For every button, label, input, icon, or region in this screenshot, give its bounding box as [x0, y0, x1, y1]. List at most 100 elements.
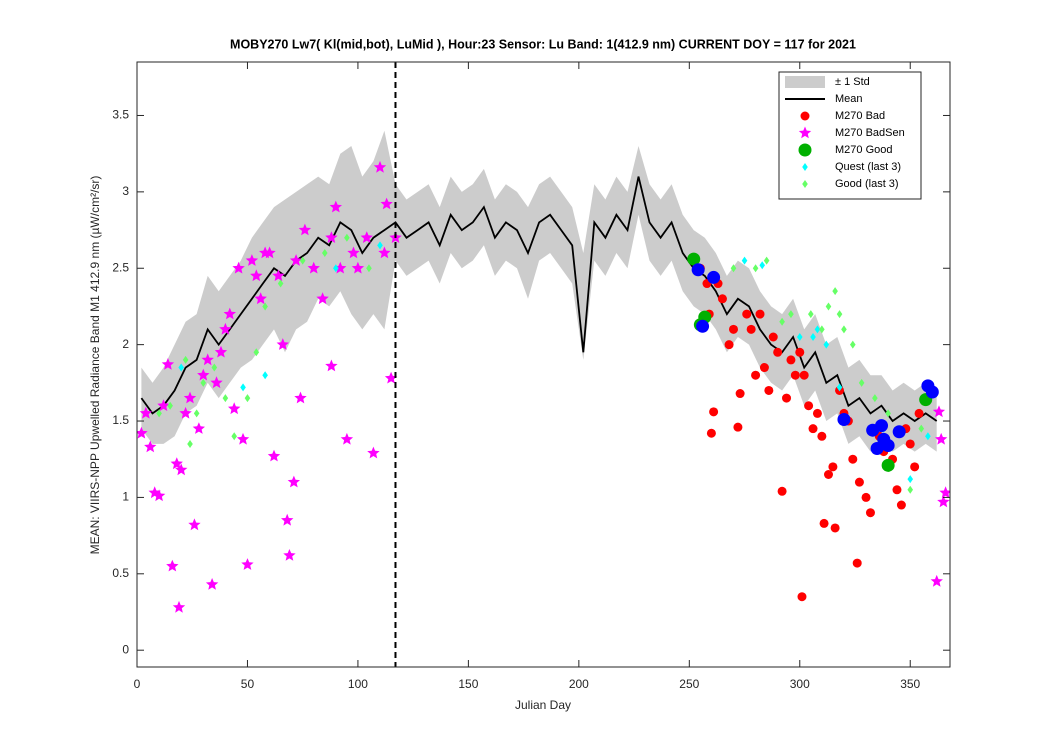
star-marker	[205, 578, 219, 590]
circle-marker	[777, 486, 787, 496]
diamond-marker	[802, 180, 808, 188]
big-circle-marker	[691, 263, 705, 277]
star-marker	[157, 399, 170, 411]
std-band	[141, 130, 937, 452]
star-marker	[172, 600, 186, 613]
chart-title: MOBY270 Lw7( Kl(mid,bot), LuMid ), Hour:…	[230, 37, 856, 51]
legend-swatch	[785, 76, 825, 88]
circle-marker	[764, 385, 774, 395]
diamond-marker	[277, 279, 284, 288]
circle-marker	[773, 347, 783, 357]
circle-marker	[861, 492, 871, 502]
star-marker	[283, 549, 296, 561]
diamond-marker	[763, 256, 770, 265]
circle-marker	[797, 592, 807, 602]
diamond-marker	[885, 409, 891, 418]
circle-marker	[905, 439, 915, 449]
diamond-marker	[841, 325, 847, 334]
star-marker	[241, 558, 254, 570]
diamond-marker	[182, 355, 189, 364]
star-marker	[201, 353, 214, 366]
star-marker	[263, 246, 276, 259]
diamond-marker	[832, 287, 838, 296]
big-circle-marker	[925, 385, 939, 399]
circle-marker	[823, 470, 833, 479]
star-marker	[294, 391, 307, 404]
star-marker	[223, 307, 236, 320]
x-tick-label: 350	[900, 677, 920, 691]
circle-marker	[746, 324, 756, 334]
y-tick-label: 2.5	[112, 260, 129, 274]
star-marker	[930, 574, 943, 587]
legend: ± 1 Std Mean M270 Bad M270 BadSen M270 Good Q…	[778, 71, 922, 200]
star-marker	[340, 432, 354, 445]
star-marker	[351, 261, 365, 274]
circle-marker	[742, 309, 752, 319]
big-circle-marker	[870, 442, 884, 456]
diamond-marker	[167, 401, 173, 410]
y-tick-label: 2	[122, 337, 129, 351]
star-marker	[272, 269, 285, 282]
diamond-marker	[231, 432, 238, 441]
x-tick-label: 300	[790, 677, 810, 691]
diamond-marker	[808, 310, 814, 319]
diamond-marker	[918, 424, 925, 433]
circle-marker	[892, 485, 902, 495]
diamond-marker	[907, 475, 914, 484]
big-circle-marker	[881, 458, 895, 472]
star-marker	[798, 126, 812, 139]
diamond-marker	[823, 340, 830, 349]
diamond-marker	[752, 264, 759, 273]
diamond-marker	[730, 264, 737, 273]
star-marker	[166, 559, 179, 572]
legend-label: Quest (last 3)	[835, 161, 901, 173]
diamond-marker	[872, 394, 878, 403]
legend-label: Good (last 3)	[835, 178, 899, 190]
diamond-marker	[741, 256, 748, 265]
diamond-marker	[802, 163, 808, 171]
star-marker	[161, 358, 175, 370]
circle-marker	[790, 370, 800, 380]
y-tick-label: 3.5	[112, 108, 129, 122]
diamond-marker	[788, 310, 794, 319]
star-marker	[373, 160, 387, 173]
star-marker	[325, 359, 338, 372]
circle-marker	[830, 523, 840, 533]
star-marker	[307, 261, 320, 274]
star-marker	[219, 322, 232, 335]
star-marker	[378, 246, 391, 259]
diamond-marker	[925, 432, 931, 441]
diamond-marker	[858, 378, 865, 387]
star-marker	[329, 200, 342, 213]
circle-marker	[896, 500, 906, 510]
star-marker	[183, 391, 197, 404]
circle-marker	[817, 431, 827, 441]
star-marker	[939, 486, 950, 499]
diamond-marker	[907, 485, 914, 494]
x-tick-label: 50	[241, 677, 255, 691]
star-marker	[188, 518, 201, 531]
star-marker	[254, 292, 267, 305]
star-marker	[334, 261, 347, 274]
diamond-marker	[377, 241, 383, 250]
diamond-marker	[849, 340, 856, 349]
circle-marker	[799, 370, 809, 380]
diamond-marker	[810, 333, 816, 341]
circle-marker	[786, 355, 796, 365]
big-circle-marker	[892, 425, 906, 439]
circle-marker	[717, 294, 727, 304]
circle-marker	[728, 324, 738, 334]
circle-marker	[706, 428, 716, 438]
diamond-marker	[366, 264, 372, 273]
circle-marker	[733, 422, 743, 432]
star-marker	[298, 223, 312, 236]
star-marker	[267, 449, 281, 462]
star-marker	[232, 261, 245, 274]
circle-marker	[795, 347, 805, 357]
y-tick-label: 0	[122, 642, 129, 656]
circle-marker	[848, 454, 858, 464]
star-marker	[152, 489, 166, 502]
star-marker	[281, 513, 294, 526]
circle-marker	[914, 408, 924, 418]
star-marker	[192, 422, 205, 434]
